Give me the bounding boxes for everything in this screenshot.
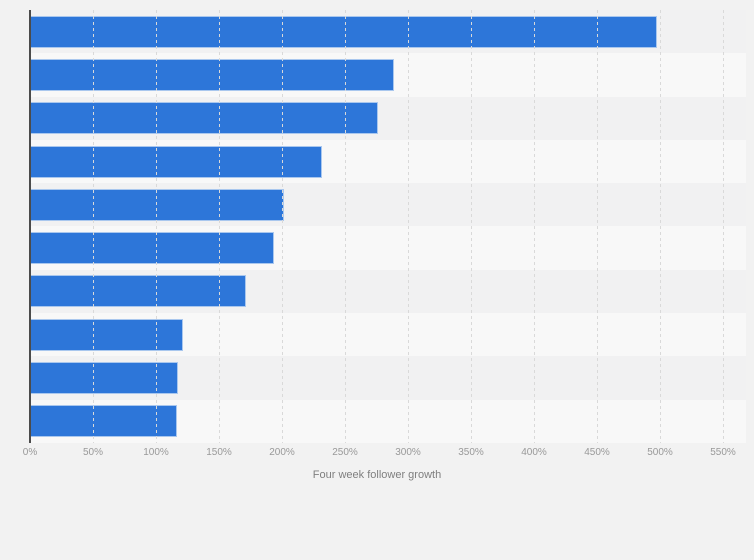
x-tick-label: 500% <box>647 447 673 458</box>
x-tick-label: 100% <box>143 447 169 458</box>
x-axis-tick-labels: 0% 50% 100% 150% 200% 250% 300% 350% 400% 450% 500… <box>23 447 746 461</box>
gridline <box>534 10 535 443</box>
bar-rows <box>30 10 746 443</box>
bar[interactable] <box>30 276 246 307</box>
gridline <box>597 10 598 443</box>
bar[interactable] <box>30 146 322 177</box>
x-tick-label: 250% <box>332 447 358 458</box>
bar-row <box>30 96 746 140</box>
x-tick-label: 400% <box>521 447 547 458</box>
gridline <box>282 10 283 443</box>
x-tick-label: 300% <box>395 447 421 458</box>
bar-row <box>30 399 746 443</box>
gridline <box>408 10 409 443</box>
gridline <box>93 10 94 443</box>
bar[interactable] <box>30 406 177 437</box>
bar-row <box>30 183 746 227</box>
x-tick-label: 200% <box>269 447 295 458</box>
bar-row <box>30 53 746 97</box>
gridline <box>660 10 661 443</box>
bar-row <box>30 139 746 184</box>
bar-row <box>30 356 746 400</box>
bar[interactable] <box>30 363 178 394</box>
x-tick-label: 150% <box>206 447 232 458</box>
bar-row <box>30 10 746 54</box>
bar[interactable] <box>30 59 393 90</box>
bar-row <box>30 226 746 270</box>
bar[interactable] <box>30 233 274 264</box>
bar-row <box>30 313 746 357</box>
x-tick-label: 450% <box>584 447 610 458</box>
bar[interactable] <box>30 16 657 47</box>
gridline <box>471 10 472 443</box>
bar-row <box>30 269 746 314</box>
bar[interactable] <box>30 103 377 134</box>
plot-area <box>30 10 746 443</box>
x-tick-label: 350% <box>458 447 484 458</box>
gridline <box>723 10 724 443</box>
gridline <box>156 10 157 443</box>
x-tick-label: 50% <box>82 447 104 458</box>
x-tick-label: 550% <box>710 447 736 458</box>
bar[interactable] <box>30 319 183 350</box>
gridline <box>219 10 220 443</box>
gridline <box>345 10 346 443</box>
x-tick-label: 0% <box>22 447 38 458</box>
y-axis-line <box>29 10 31 443</box>
x-axis-title: Four week follower growth <box>312 469 442 481</box>
